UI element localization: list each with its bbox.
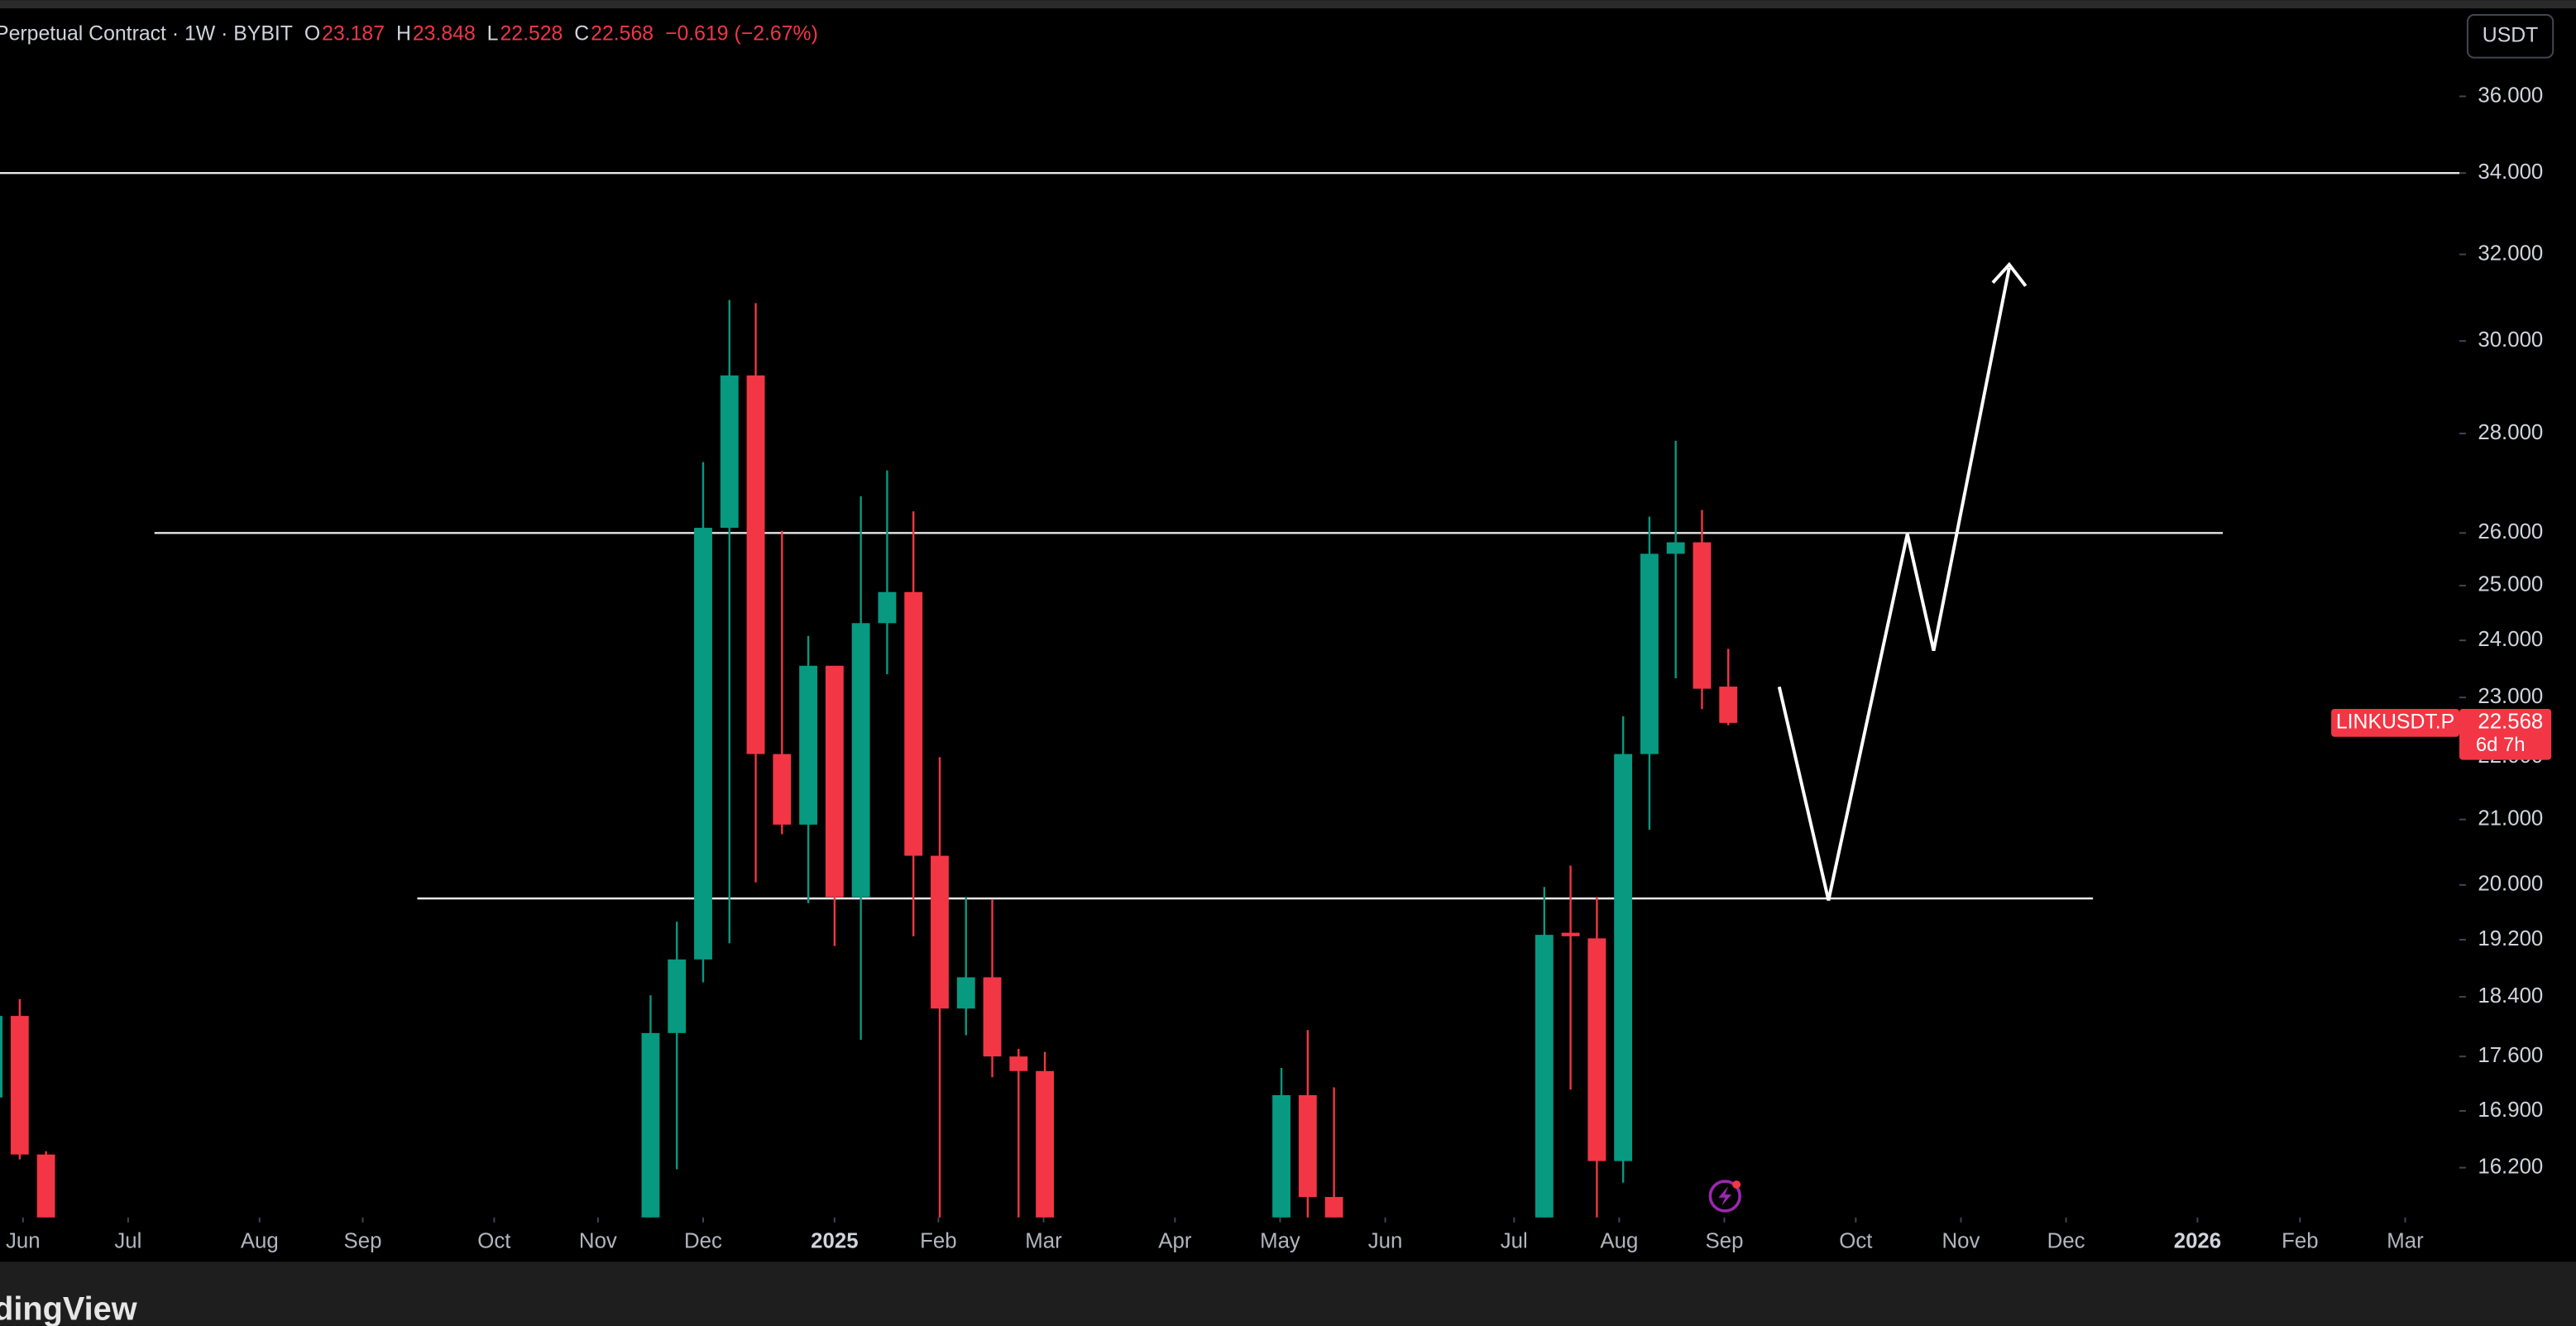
x-tick-label: Dec (684, 1229, 722, 1252)
projection-path (1777, 261, 2028, 901)
header-text: L (487, 22, 499, 45)
candle-body (956, 977, 975, 1009)
symbol-tag: LINKUSDT.P (2336, 711, 2454, 733)
candle-body (746, 375, 765, 754)
y-tick-label: 26.000 (2478, 520, 2543, 543)
header-text: H (396, 22, 411, 45)
candle-body (10, 1016, 29, 1155)
x-tick-label: Aug (1600, 1229, 1638, 1252)
candle-body (931, 855, 949, 1009)
x-tick-label: Jun (1368, 1229, 1403, 1252)
header-text: −0.619 (−2.67%) (665, 22, 818, 45)
candle-body (668, 959, 687, 1033)
y-tick-label: 30.000 (2478, 328, 2543, 352)
logo: dingView (0, 1290, 137, 1326)
candle-body (1666, 542, 1685, 554)
y-tick-label: 19.200 (2478, 927, 2543, 950)
header-text: 22.528 (500, 22, 563, 45)
candle-body (720, 375, 739, 529)
y-tick-label: 24.000 (2478, 628, 2543, 651)
candle-body (1272, 1094, 1290, 1218)
y-tick-label: 34.000 (2478, 160, 2543, 184)
currency-label[interactable]: USDT (2483, 24, 2539, 46)
candle-body (773, 754, 792, 825)
top-bar (0, 0, 2576, 9)
x-tick-label: Nov (579, 1229, 617, 1252)
x-tick-label: May (1260, 1229, 1300, 1252)
x-tick-label: Mar (1025, 1229, 1062, 1252)
candle-body (1036, 1070, 1054, 1218)
candle-body (799, 665, 818, 825)
x-tick-label: Feb (920, 1229, 956, 1252)
x-tick-label: Apr (1158, 1229, 1192, 1252)
candle-body (0, 1016, 2, 1098)
plot-area (0, 172, 2459, 1218)
candle-body (904, 591, 923, 856)
x-tick-label: Aug (241, 1229, 279, 1252)
candle-body (1693, 542, 1712, 689)
y-tick-label: 20.000 (2478, 873, 2543, 896)
header-text: C (574, 22, 589, 45)
candle-body (878, 591, 897, 624)
footer-bar (0, 1261, 2576, 1326)
x-tick-label: 2025 (811, 1229, 858, 1252)
candle-body (1324, 1197, 1343, 1218)
y-tick-label: 32.000 (2478, 242, 2543, 265)
candle-body (1298, 1094, 1317, 1198)
x-tick-label: Jul (1501, 1229, 1528, 1252)
candle-body (851, 623, 870, 898)
header: Perpetual Contract · 1W · BYBIT O 23.187 H 2… (0, 22, 818, 45)
candle-body (1719, 687, 1738, 723)
candle-body (1535, 935, 1554, 1218)
alert-icon (1708, 1180, 1741, 1213)
x-tick-label: 2026 (2174, 1229, 2221, 1252)
x-tick-label: Sep (1706, 1229, 1744, 1252)
x-tick-label: Mar (2387, 1229, 2424, 1252)
y-tick-label: 36.000 (2478, 84, 2543, 107)
header-text: 23.187 (322, 22, 385, 45)
x-tick-label: Jun (6, 1229, 41, 1252)
header-text: Perpetual Contract · 1W · BYBIT (0, 22, 293, 45)
candle-body (641, 1032, 660, 1218)
header-text: 23.848 (413, 22, 476, 45)
candle-body (1587, 938, 1606, 1161)
candle-body (825, 665, 844, 898)
y-tick-label: 21.000 (2478, 807, 2543, 831)
price-tag: 22.568 (2478, 711, 2543, 734)
y-tick-label: 18.400 (2478, 984, 2543, 1008)
candle-body (1640, 553, 1659, 754)
countdown: 6d 7h (2476, 734, 2526, 756)
header-text: 22.568 (591, 22, 654, 45)
x-tick-label: Oct (1839, 1229, 1872, 1252)
y-tick-label: 25.000 (2478, 573, 2543, 596)
x-tick-label: Oct (477, 1229, 510, 1252)
candle-body (1561, 932, 1580, 936)
y-tick-label: 16.200 (2478, 1155, 2543, 1178)
price-tag-bg (2459, 709, 2552, 760)
y-tick-label: 17.600 (2478, 1044, 2543, 1067)
x-tick-label: Dec (2047, 1229, 2085, 1252)
candle-body (1009, 1056, 1028, 1071)
candle-body (694, 528, 712, 960)
symbol-tag-bg (2331, 709, 2459, 737)
x-tick-label: Sep (344, 1229, 382, 1252)
candle-body (983, 977, 1002, 1057)
y-tick-label: 16.900 (2478, 1099, 2543, 1122)
x-tick-label: Feb (2282, 1229, 2318, 1252)
y-tick-label: 23.000 (2478, 685, 2543, 708)
candle-body (1614, 754, 1633, 1161)
x-tick-label: Nov (1942, 1229, 1980, 1252)
currency-button[interactable]: USDT (2466, 14, 2554, 59)
candle-body (36, 1154, 55, 1218)
header-text: O (304, 22, 320, 45)
y-tick-label: 28.000 (2478, 421, 2543, 444)
x-tick-label: Jul (114, 1229, 141, 1252)
